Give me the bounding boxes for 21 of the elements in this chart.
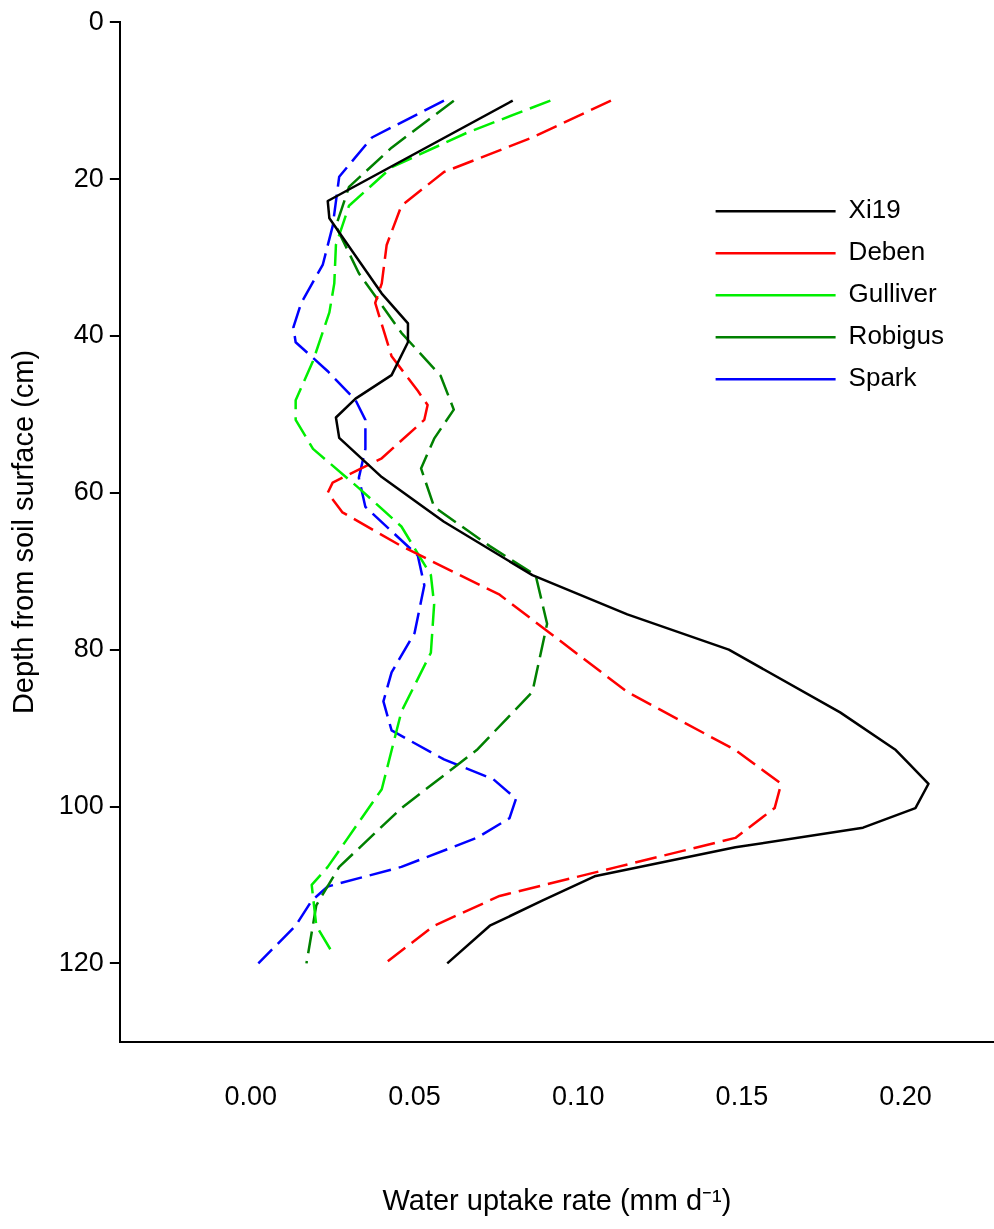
y-tick-label: 40 <box>73 319 104 350</box>
legend-label: Gulliver <box>848 278 938 309</box>
y-axis-title: Depth from soil surface (cm) <box>7 349 40 715</box>
x-tick-label: 0.05 <box>388 1081 441 1112</box>
legend-label: Spark <box>848 362 918 393</box>
x-axis-title: Water uptake rate (mm d⁻¹) <box>382 1183 732 1216</box>
x-tick-label: 0.00 <box>224 1081 278 1112</box>
line-series <box>326 99 783 965</box>
y-tick-label: 120 <box>58 946 104 977</box>
x-tick-label: 0.10 <box>551 1081 605 1112</box>
x-tick-label: 0.20 <box>879 1081 932 1112</box>
legend-label: Deben <box>848 236 926 267</box>
y-tick-label: 20 <box>73 162 104 193</box>
legend-label: Xi19 <box>848 194 901 225</box>
y-tick-label: 80 <box>73 633 104 664</box>
y-tick-label: 60 <box>73 476 104 507</box>
x-tick-label: 0.15 <box>715 1081 769 1112</box>
y-tick-label: 100 <box>58 789 104 820</box>
legend-label: Robigus <box>848 320 945 351</box>
y-tick-label: 0 <box>88 5 104 36</box>
line-series <box>257 99 518 965</box>
